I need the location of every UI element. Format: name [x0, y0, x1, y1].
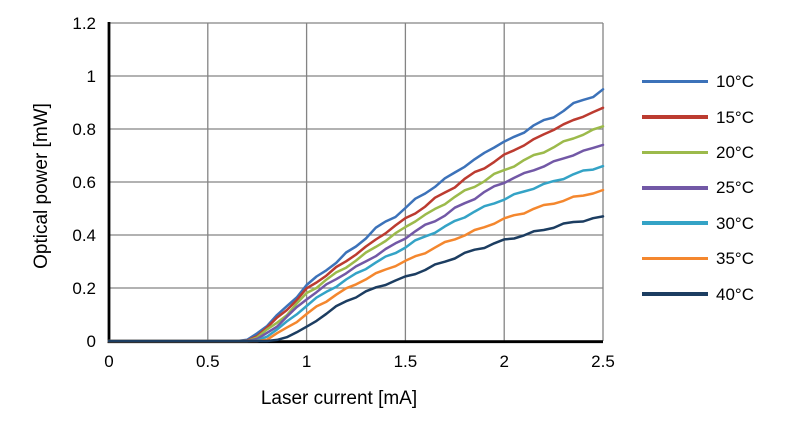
series-line-15c — [107, 106, 605, 343]
y-tick-label-0_4: 0.4 — [72, 226, 96, 245]
legend: 10°C 15°C 20°C 25°C 30°C 35°C 40°C — [642, 64, 754, 312]
legend-label-40c: 40°C — [716, 284, 754, 304]
legend-line-swatch-35c — [642, 256, 708, 261]
y-axis-title: Optical power [mW] — [31, 103, 52, 269]
y-tick-label-0: 0 — [87, 332, 96, 351]
legend-line-swatch-10c — [642, 79, 708, 84]
series-line-40c — [107, 215, 605, 343]
legend-label-35c: 35°C — [716, 249, 754, 269]
legend-item-25c: 25°C — [642, 170, 754, 205]
legend-item-35c: 35°C — [642, 241, 754, 276]
y-tick-label-0_8: 0.8 — [72, 120, 96, 139]
legend-item-20c: 20°C — [642, 135, 754, 170]
legend-label-15c: 15°C — [716, 107, 754, 127]
legend-item-30c: 30°C — [642, 206, 754, 241]
y-tick-label-0_6: 0.6 — [72, 173, 96, 192]
legend-label-10c: 10°C — [716, 72, 754, 92]
legend-line-swatch-30c — [642, 221, 708, 226]
legend-line-swatch-25c — [642, 186, 708, 190]
legend-item-40c: 40°C — [642, 276, 754, 311]
x-tick-label-1: 1 — [302, 352, 311, 371]
y-tick-label-0_2: 0.2 — [72, 279, 96, 298]
x-tick-label-0_5: 0.5 — [196, 352, 220, 371]
y-tick-label-1_2: 1.2 — [72, 14, 96, 33]
x-tick-label-2_5: 2.5 — [591, 352, 615, 371]
x-tick-label-2: 2 — [499, 352, 508, 371]
legend-line-swatch-40c — [642, 292, 708, 296]
x-tick-label-1_5: 1.5 — [394, 352, 418, 371]
legend-line-swatch-20c — [642, 150, 708, 155]
legend-label-25c: 25°C — [716, 178, 754, 198]
series-line-10c — [107, 88, 605, 343]
legend-item-15c: 15°C — [642, 99, 754, 134]
legend-item-10c: 10°C — [642, 64, 754, 99]
legend-line-swatch-15c — [642, 115, 708, 119]
x-tick-label-0: 0 — [104, 352, 113, 371]
legend-label-30c: 30°C — [716, 213, 754, 233]
x-axis-title: Laser current [mA] — [260, 388, 418, 409]
legend-label-20c: 20°C — [716, 142, 754, 162]
y-tick-label-1: 1 — [87, 67, 96, 86]
series-line-25c — [107, 143, 605, 343]
